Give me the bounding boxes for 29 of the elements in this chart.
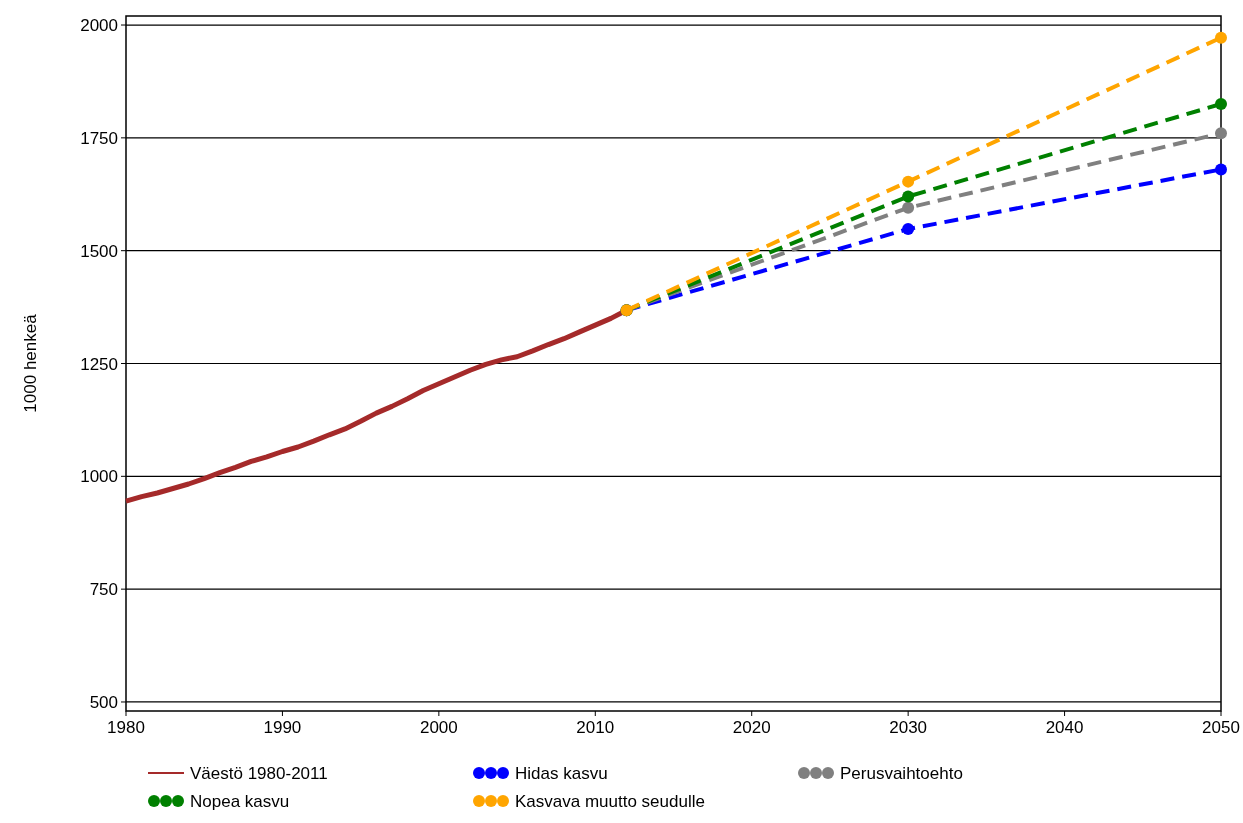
x-tick-label: 2000 — [419, 718, 458, 737]
legend-label: Perusvaihtoehto — [840, 764, 963, 783]
legend-label: Väestö 1980-2011 — [190, 764, 328, 783]
point — [902, 175, 915, 188]
legend-label: Kasvava muutto seudulle — [515, 792, 705, 811]
point — [902, 190, 915, 203]
y-tick-label: 500 — [89, 692, 118, 712]
y-tick-label: 2000 — [80, 16, 118, 36]
x-tick-label: 1990 — [263, 718, 302, 737]
point — [1215, 163, 1227, 176]
legend-label: Nopea kasvu — [190, 792, 290, 811]
y-tick-label: 1250 — [80, 354, 118, 374]
x-tick-label: 2050 — [1202, 718, 1240, 737]
legend-label: Hidas kasvu — [515, 764, 608, 783]
y-tick-label: 1750 — [80, 128, 118, 148]
y-axis-title: 1000 henkeä — [21, 313, 40, 413]
point — [1215, 127, 1227, 140]
x-tick-label: 2030 — [889, 718, 928, 737]
point — [1215, 31, 1227, 44]
x-tick-label: 2020 — [732, 718, 771, 737]
y-tick-label: 750 — [89, 580, 118, 600]
point — [902, 223, 915, 236]
point — [1215, 98, 1227, 110]
y-tick-label: 1000 — [80, 467, 118, 487]
x-tick-label: 1980 — [107, 718, 145, 737]
x-tick-label: 2010 — [576, 718, 615, 737]
x-tick-label: 2040 — [1045, 718, 1084, 737]
point — [902, 201, 915, 214]
y-tick-label: 1500 — [80, 241, 118, 261]
